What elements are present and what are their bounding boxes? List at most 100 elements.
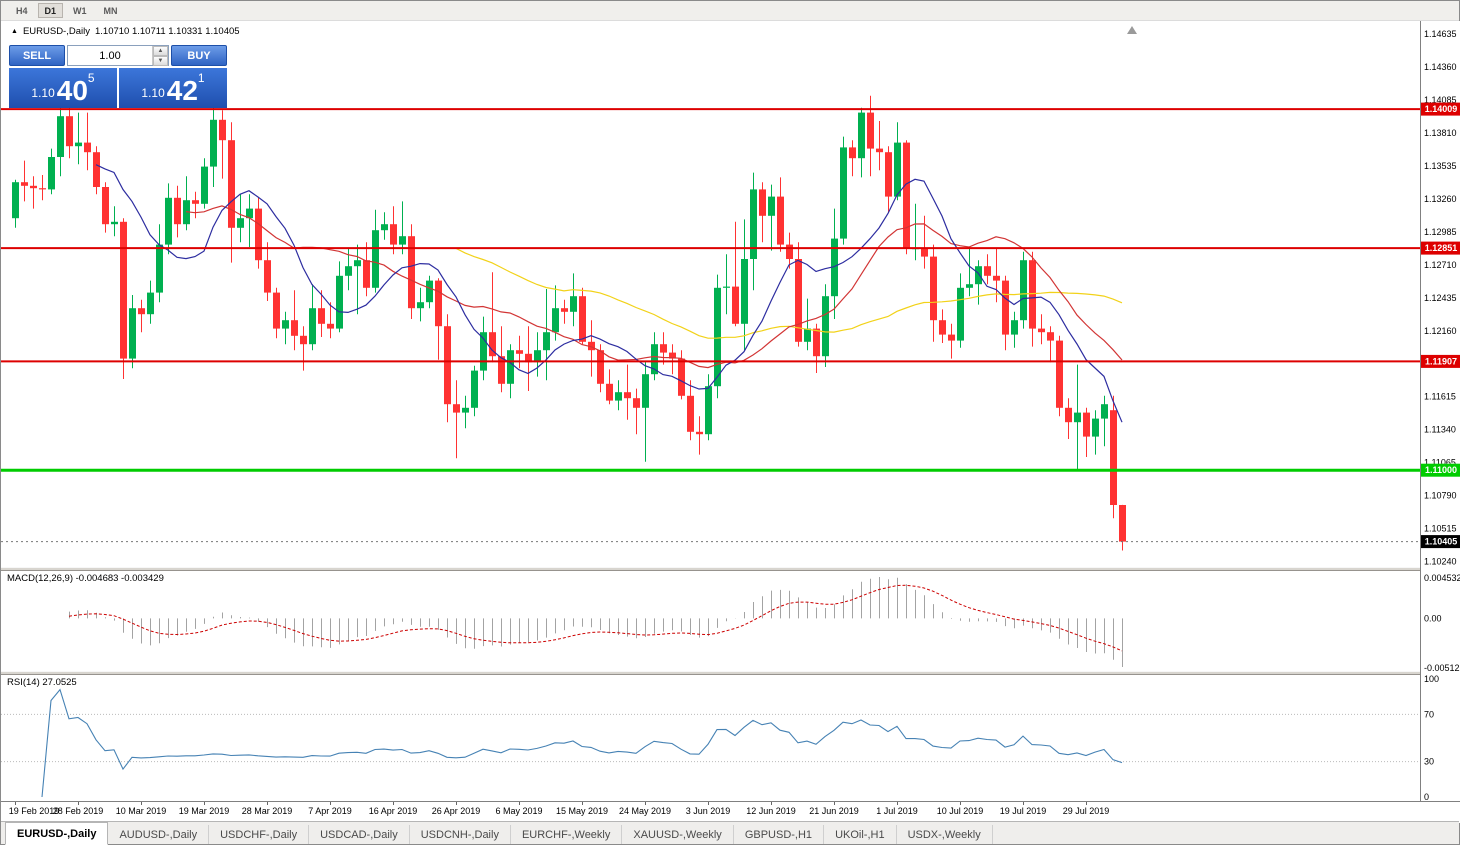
- svg-text:1.12160: 1.12160: [1424, 326, 1457, 336]
- moving-average-lines: [95, 164, 1123, 423]
- price-badges: 1.14009 1.12851 1.11907 1.11000 1.10405: [1421, 102, 1460, 549]
- svg-text:1.11065: 1.11065: [1424, 457, 1456, 467]
- timeframe-button-w1[interactable]: W1: [66, 3, 94, 18]
- bottom-tab-eurusd[interactable]: EURUSD-,Daily: [5, 822, 109, 845]
- svg-text:-0.005122: -0.005122: [1424, 663, 1460, 673]
- svg-text:28 Mar 2019: 28 Mar 2019: [242, 806, 293, 816]
- svg-text:12 Jun 2019: 12 Jun 2019: [746, 806, 796, 816]
- price-badge-1.14009: [1421, 102, 1460, 116]
- collapse-triangle-icon[interactable]: ▲: [11, 28, 18, 35]
- price-badge-1.12851: [1421, 241, 1460, 255]
- chart-shift-marker-icon[interactable]: [1127, 26, 1137, 34]
- ma-line-10: [95, 164, 1123, 423]
- svg-text:1.14009: 1.14009: [1425, 104, 1458, 114]
- chart-tab-bar: EURUSD-,Daily AUDUSD-,Daily USDCHF-,Daily U…: [1, 821, 1459, 845]
- svg-text:21 Jun 2019: 21 Jun 2019: [809, 806, 859, 816]
- bottom-tab-usdcad[interactable]: USDCAD-,Daily: [309, 825, 410, 844]
- svg-text:7 Apr 2019: 7 Apr 2019: [308, 806, 352, 816]
- buy-button[interactable]: BUY: [171, 45, 227, 66]
- bottom-tab-usdchf[interactable]: USDCHF-,Daily: [209, 825, 310, 844]
- bid-prefix: 1.10: [31, 86, 55, 100]
- pane-separator[interactable]: [1, 671, 1460, 675]
- svg-text:1.13260: 1.13260: [1424, 194, 1457, 204]
- bottom-tab-xauusd[interactable]: XAUUSD-,Weekly: [622, 825, 734, 844]
- svg-text:0.00: 0.00: [1424, 613, 1442, 623]
- ask-sup-digit: 1: [197, 71, 205, 85]
- chart-symbol-label: EURUSD-,Daily: [22, 26, 90, 37]
- price-badge-1.11000: [1421, 463, 1460, 477]
- svg-text:19 Mar 2019: 19 Mar 2019: [179, 806, 230, 816]
- svg-text:1.14085: 1.14085: [1424, 95, 1457, 105]
- timeframe-toolbar: H4 D1 W1 MN: [1, 1, 1459, 21]
- svg-text:100: 100: [1424, 674, 1439, 684]
- bottom-tab-gbpusd[interactable]: GBPUSD-,H1: [734, 825, 825, 844]
- timeframe-button-mn[interactable]: MN: [97, 3, 125, 18]
- candles: [12, 95, 1126, 551]
- bottom-tab-audusd[interactable]: AUDUSD-,Daily: [108, 825, 210, 844]
- svg-text:16 Apr 2019: 16 Apr 2019: [369, 806, 418, 816]
- volume-stepper: ▲ ▼: [67, 45, 169, 66]
- horizontal-lines: [1, 108, 1420, 472]
- svg-text:1.12710: 1.12710: [1424, 260, 1457, 270]
- svg-text:19 Jul 2019: 19 Jul 2019: [1000, 806, 1047, 816]
- svg-text:0: 0: [1424, 792, 1429, 802]
- svg-text:1.11000: 1.11000: [1425, 465, 1457, 475]
- chart-ohlc-values: 1.10710 1.10711 1.10331 1.10405: [94, 26, 240, 37]
- volume-increase-button[interactable]: ▲: [153, 46, 168, 56]
- price-badge-1.11907: [1421, 354, 1460, 368]
- svg-text:0.004532: 0.004532: [1424, 573, 1460, 583]
- svg-text:70: 70: [1424, 709, 1434, 719]
- rsi-indicator-label: RSI(14) 27.0525: [7, 677, 77, 688]
- svg-text:1 Jul 2019: 1 Jul 2019: [876, 806, 918, 816]
- sell-price-panel[interactable]: 1.10 40 5: [9, 68, 117, 108]
- svg-text:1.10790: 1.10790: [1424, 490, 1457, 500]
- svg-text:1.13810: 1.13810: [1424, 128, 1457, 138]
- svg-text:3 Jun 2019: 3 Jun 2019: [686, 806, 731, 816]
- buy-price-panel[interactable]: 1.10 42 1: [119, 68, 227, 108]
- svg-text:10 Mar 2019: 10 Mar 2019: [116, 806, 167, 816]
- bid-sup-digit: 5: [87, 71, 95, 85]
- ask-prefix: 1.10: [141, 86, 165, 100]
- bottom-tab-eurchf[interactable]: EURCHF-,Weekly: [511, 825, 623, 844]
- svg-text:1.12985: 1.12985: [1424, 227, 1457, 237]
- svg-text:29 Jul 2019: 29 Jul 2019: [1063, 806, 1110, 816]
- svg-text:30: 30: [1424, 757, 1434, 767]
- volume-decrease-button[interactable]: ▼: [153, 56, 168, 66]
- macd-pane: [68, 577, 1123, 667]
- timeframe-button-d1[interactable]: D1: [37, 3, 64, 18]
- svg-text:1.10515: 1.10515: [1424, 523, 1457, 533]
- timeframe-button-h4[interactable]: H4: [9, 3, 35, 18]
- svg-text:1.11615: 1.11615: [1424, 391, 1456, 401]
- volume-input[interactable]: [68, 46, 152, 65]
- ask-big-digits: 42: [166, 75, 198, 106]
- rsi-pane: [1, 688, 1420, 798]
- macd-signal-line: [68, 584, 1123, 652]
- svg-text:6 May 2019: 6 May 2019: [495, 806, 542, 816]
- bottom-tab-ukoil[interactable]: UKOil-,H1: [824, 825, 897, 844]
- svg-text:1.14360: 1.14360: [1424, 62, 1457, 72]
- svg-text:1.10240: 1.10240: [1424, 556, 1457, 566]
- bottom-tab-usdx[interactable]: USDX-,Weekly: [897, 825, 993, 844]
- bottom-tab-usdcnh[interactable]: USDCNH-,Daily: [410, 825, 511, 844]
- svg-text:1.12435: 1.12435: [1424, 293, 1457, 303]
- price-badge-1.10405: [1421, 535, 1460, 549]
- sell-button[interactable]: SELL: [9, 45, 65, 66]
- svg-text:1.12851: 1.12851: [1425, 243, 1458, 253]
- svg-text:1.13535: 1.13535: [1424, 161, 1457, 171]
- svg-text:1.10405: 1.10405: [1425, 537, 1458, 547]
- svg-text:15 May 2019: 15 May 2019: [556, 806, 608, 816]
- macd-indicator-label: MACD(12,26,9) -0.004683 -0.003429: [7, 573, 164, 584]
- ma-line-20: [185, 205, 1123, 369]
- rsi-line: [41, 688, 1123, 798]
- svg-text:1.11907: 1.11907: [1425, 356, 1457, 366]
- svg-text:26 Apr 2019: 26 Apr 2019: [432, 806, 481, 816]
- svg-text:1.11340: 1.11340: [1424, 424, 1456, 434]
- price-axis[interactable]: 1.14635 1.14360 1.14085 1.13810 1.13535 1.132…: [1420, 21, 1460, 802]
- bid-big-digits: 40: [56, 75, 88, 106]
- chart-background: [1, 21, 1460, 823]
- pane-separator[interactable]: [1, 567, 1460, 571]
